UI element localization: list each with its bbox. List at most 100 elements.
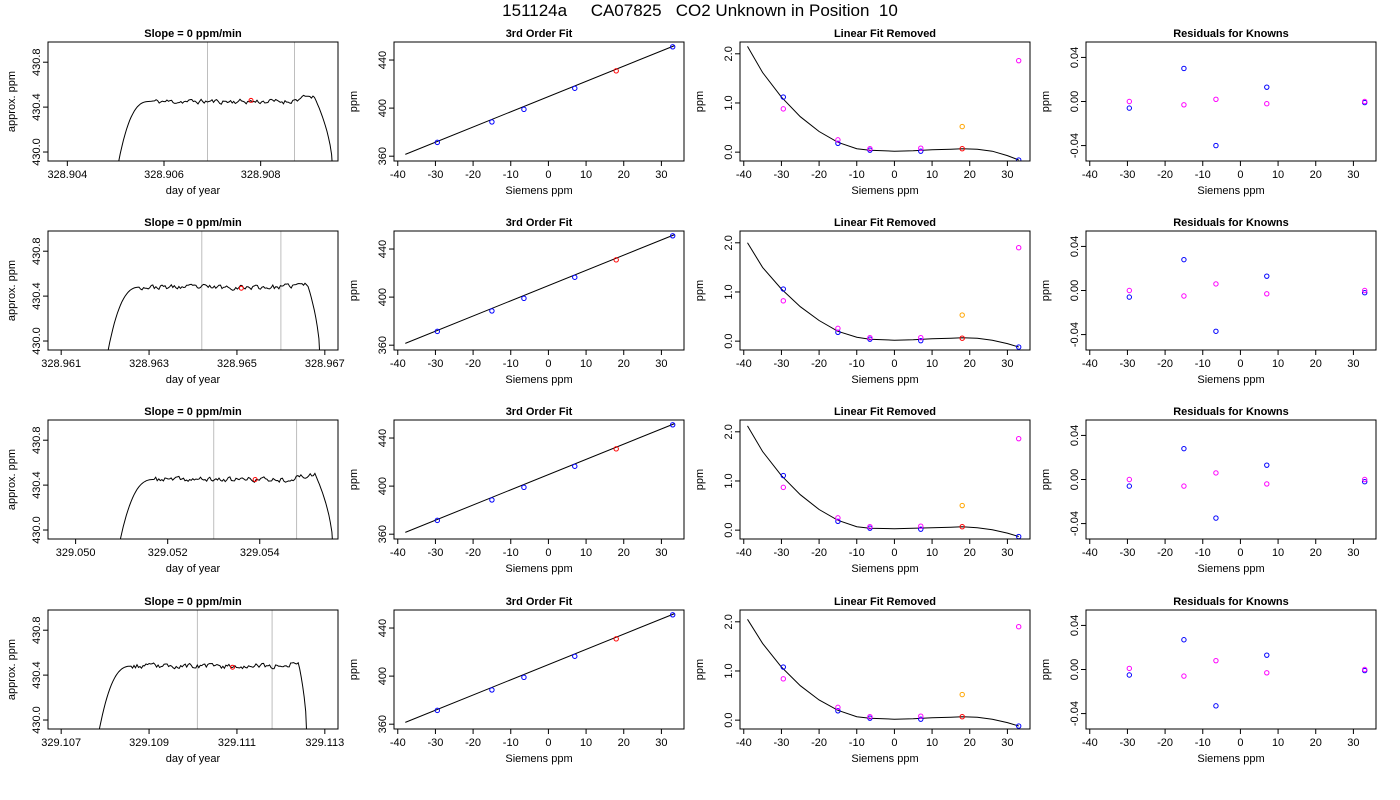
residual-curve bbox=[747, 619, 1019, 727]
y-axis-label: ppm bbox=[694, 659, 706, 680]
plot-frame bbox=[1085, 41, 1377, 162]
y-tick-label: 440 bbox=[377, 619, 389, 637]
panel-title: Linear Fit Removed bbox=[834, 217, 936, 229]
x-tick-label: -30 bbox=[773, 169, 789, 181]
y-tick-label: 0.0 bbox=[723, 523, 735, 538]
x-tick-label: -10 bbox=[503, 169, 519, 181]
data-point bbox=[1264, 84, 1270, 90]
x-tick-label: 30 bbox=[1001, 547, 1013, 559]
x-tick-label: 30 bbox=[1347, 547, 1359, 559]
data-point bbox=[780, 286, 787, 292]
x-tick-label: 10 bbox=[926, 737, 938, 749]
data-point bbox=[1362, 287, 1368, 294]
x-tick-label: 0 bbox=[1237, 737, 1243, 749]
panel-r2-fit: 3rd Order Fit -40 -30 -20 -10 0 10 20 30 360 400 44… bbox=[348, 217, 685, 386]
data-point bbox=[780, 664, 787, 670]
x-tick-label: 20 bbox=[964, 737, 976, 749]
panel-r1-resid: Residuals for Knowns -40 -30 -20 -10 0 10 20 30 -… bbox=[1040, 28, 1377, 197]
data-point bbox=[835, 708, 841, 714]
plot-area bbox=[1126, 256, 1368, 334]
panel-r2-linear: Linear Fit Removed -40 -30 -20 -10 0 10 20 30 0.0… bbox=[694, 217, 1031, 386]
y-axis-label: approx. ppm bbox=[6, 449, 18, 510]
y-tick-label: 430.8 bbox=[31, 616, 43, 644]
concentration-trace bbox=[119, 472, 333, 539]
data-point bbox=[1016, 245, 1022, 251]
plot-frame bbox=[393, 609, 685, 730]
plot-frame bbox=[47, 41, 339, 162]
data-point bbox=[959, 691, 965, 698]
y-axis-label: ppm bbox=[348, 280, 360, 301]
x-tick-label: 20 bbox=[964, 169, 976, 181]
x-tick-label: -30 bbox=[1119, 547, 1135, 559]
data-point bbox=[1362, 666, 1368, 673]
fit-line bbox=[405, 45, 675, 155]
x-tick-label: 30 bbox=[655, 547, 667, 559]
x-tick-label: 329.054 bbox=[240, 547, 280, 559]
data-point bbox=[918, 716, 924, 722]
panel-r1-trace: Slope = 0 ppm/min 328.904 328.906 328.908 43… bbox=[6, 28, 339, 197]
data-point bbox=[835, 325, 841, 332]
x-tick-label: 30 bbox=[655, 358, 667, 370]
y-tick-label: 400 bbox=[377, 99, 389, 117]
x-tick-label: 20 bbox=[1310, 547, 1322, 559]
panel-r4-resid: Residuals for Knowns -40 -30 -20 -10 0 10 20 30 -… bbox=[1040, 596, 1377, 765]
x-tick-label: -20 bbox=[811, 169, 827, 181]
x-tick-label: 0 bbox=[545, 169, 551, 181]
x-tick-label: 10 bbox=[580, 737, 592, 749]
data-point bbox=[521, 106, 527, 113]
data-point bbox=[1126, 105, 1133, 111]
y-tick-label: 2.0 bbox=[723, 46, 735, 61]
data-point bbox=[1181, 445, 1187, 452]
fit-line bbox=[405, 613, 675, 723]
y-tick-label: 0.00 bbox=[1069, 280, 1081, 301]
panel-title: Slope = 0 ppm/min bbox=[144, 217, 242, 229]
x-tick-label: -20 bbox=[465, 547, 481, 559]
data-point bbox=[1126, 294, 1133, 300]
data-point bbox=[434, 139, 441, 146]
x-axis-label: Siemens ppm bbox=[851, 563, 918, 575]
x-axis-label: Siemens ppm bbox=[1197, 374, 1264, 386]
y-tick-label: 360 bbox=[377, 525, 389, 543]
data-point bbox=[835, 704, 841, 711]
x-tick-label: -20 bbox=[811, 358, 827, 370]
plot-frame bbox=[393, 230, 685, 351]
y-axis-label: approx. ppm bbox=[6, 260, 18, 321]
x-tick-label: -10 bbox=[1195, 737, 1211, 749]
x-axis-label: Siemens ppm bbox=[505, 374, 572, 386]
y-axis-label: ppm bbox=[348, 469, 360, 490]
y-tick-label: 0.00 bbox=[1069, 469, 1081, 490]
residual-curve bbox=[747, 425, 1019, 537]
concentration-trace bbox=[107, 282, 321, 350]
x-tick-label: -40 bbox=[1082, 737, 1098, 749]
x-tick-label: 328.963 bbox=[129, 358, 169, 370]
data-point bbox=[1181, 483, 1187, 489]
x-tick-label: -40 bbox=[736, 547, 752, 559]
data-point bbox=[959, 714, 965, 720]
y-tick-label: 0.04 bbox=[1069, 615, 1081, 636]
panel-r3-trace: Slope = 0 ppm/min 329.050 329.052 329.054 43… bbox=[6, 406, 339, 575]
data-point bbox=[1264, 101, 1270, 107]
data-point bbox=[1126, 483, 1133, 489]
x-tick-label: 328.961 bbox=[41, 358, 81, 370]
y-tick-label: 0.04 bbox=[1069, 236, 1081, 257]
panel-title: Linear Fit Removed bbox=[834, 28, 936, 40]
plot-frame bbox=[1085, 230, 1377, 351]
x-axis-label: Siemens ppm bbox=[505, 185, 572, 197]
data-point bbox=[521, 295, 527, 302]
x-tick-label: -20 bbox=[465, 737, 481, 749]
data-point bbox=[918, 145, 924, 151]
data-point bbox=[1126, 672, 1133, 678]
y-axis-label: ppm bbox=[348, 91, 360, 112]
x-tick-label: -30 bbox=[773, 358, 789, 370]
data-point bbox=[1213, 142, 1219, 149]
data-point bbox=[1126, 476, 1133, 483]
plot-area bbox=[119, 420, 333, 539]
x-tick-label: 0 bbox=[1237, 358, 1243, 370]
y-tick-label: 430.8 bbox=[31, 237, 43, 265]
x-axis-label: day of year bbox=[166, 374, 221, 386]
panel-r1-linear: Linear Fit Removed -40 -30 -20 -10 0 10 20 30 0.0… bbox=[694, 28, 1031, 197]
plot-area bbox=[405, 233, 676, 344]
data-point bbox=[1181, 673, 1187, 679]
x-tick-label: 0 bbox=[1237, 169, 1243, 181]
